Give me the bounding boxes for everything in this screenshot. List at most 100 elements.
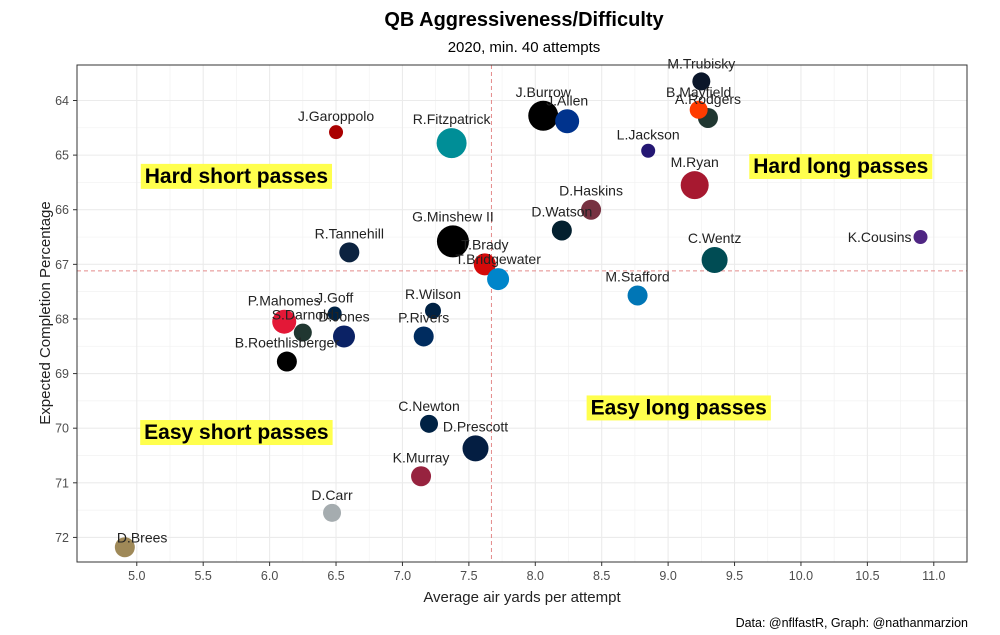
- quadrant-label-text: Hard short passes: [145, 165, 328, 188]
- y-tick-label: 64: [55, 94, 69, 108]
- x-tick-label: 9.5: [726, 569, 743, 583]
- point-label: T.Brady: [461, 236, 508, 252]
- point-label: P.Rivers: [398, 309, 449, 325]
- data-point: [276, 351, 297, 372]
- data-point: [329, 125, 344, 140]
- data-point: [641, 143, 656, 158]
- point-label: R.Fitzpatrick: [413, 111, 492, 127]
- data-point: [323, 503, 342, 522]
- quadrant-label-background: [586, 395, 771, 421]
- data-point: [114, 537, 135, 558]
- point-label: S.Darnold: [272, 307, 334, 323]
- y-axis: 64 65 66 67 68 69 70 71 72: [55, 94, 77, 545]
- point-label: A.Rodgers: [675, 91, 741, 107]
- x-tick-label: 11.0: [922, 569, 945, 583]
- point-label: B.Mayfield: [666, 84, 731, 100]
- plot-panel: [76, 64, 968, 563]
- quadrant-label-text: Easy long passes: [591, 396, 767, 419]
- grid-major: [77, 65, 967, 562]
- point-label: P.Mahomes: [248, 293, 321, 309]
- data-point: [333, 325, 355, 348]
- point-label: K.Cousins: [848, 229, 912, 245]
- data-point: [339, 242, 360, 263]
- y-tick-label: 71: [55, 476, 69, 490]
- y-tick-label: 66: [55, 203, 69, 217]
- point-label: M.Trubisky: [667, 55, 735, 71]
- point-label: C.Newton: [398, 398, 459, 414]
- data-point: [701, 246, 728, 273]
- point-label: L.Jackson: [617, 127, 680, 143]
- reference-lines: [77, 65, 967, 562]
- data-point: [462, 435, 489, 462]
- data-point: [420, 414, 439, 433]
- data-point: [411, 466, 432, 487]
- plot-area: Hard short passes Hard long passes Easy sh…: [76, 55, 968, 563]
- x-tick-label: 5.0: [128, 569, 145, 583]
- point-label: D.Watson: [531, 203, 592, 219]
- data-point: [413, 326, 434, 347]
- point-label: R.Wilson: [405, 286, 461, 302]
- data-point: [555, 109, 580, 134]
- x-tick-label: 8.0: [527, 569, 544, 583]
- x-tick-label: 5.5: [194, 569, 211, 583]
- quadrant-label-text: Hard long passes: [753, 155, 928, 178]
- chart-subtitle: 2020, min. 40 attempts: [448, 39, 601, 56]
- quadrant-label-background: [140, 163, 333, 189]
- point-label: J.Garoppolo: [298, 108, 374, 124]
- data-point: [692, 72, 711, 91]
- quadrant-label: Easy short passes: [140, 420, 333, 446]
- point-label: C.Wentz: [688, 230, 741, 246]
- data-point: [551, 220, 572, 241]
- quadrant-label-background: [140, 420, 333, 446]
- quadrant-label: Hard long passes: [749, 154, 933, 180]
- data-point: [689, 100, 708, 119]
- data-point: [425, 302, 441, 319]
- y-tick-label: 67: [55, 258, 69, 272]
- point-label: R.Tannehill: [315, 225, 384, 241]
- point-label: D.Haskins: [559, 183, 623, 199]
- points-layer: [114, 72, 928, 558]
- y-tick-label: 68: [55, 312, 69, 326]
- data-point: [581, 199, 602, 220]
- point-label: D.Brees: [117, 529, 168, 545]
- x-tick-label: 10.0: [789, 569, 813, 583]
- x-tick-label: 6.5: [327, 569, 344, 583]
- point-label: K.Murray: [393, 449, 450, 465]
- quadrant-label-text: Easy short passes: [144, 421, 328, 444]
- data-point: [528, 100, 559, 131]
- data-point: [487, 268, 510, 291]
- point-label: J.Allen: [546, 92, 588, 108]
- x-tick-label: 7.5: [460, 569, 477, 583]
- data-point: [680, 171, 709, 200]
- x-axis-label: Average air yards per attempt: [423, 589, 621, 606]
- point-label: J.Goff: [316, 290, 353, 306]
- x-tick-label: 9.0: [659, 569, 676, 583]
- y-tick-label: 69: [55, 367, 69, 381]
- point-label: G.Minshew II: [412, 208, 494, 224]
- data-point: [436, 128, 467, 159]
- plot-border: [76, 64, 968, 563]
- point-label: M.Stafford: [605, 268, 669, 284]
- data-point: [627, 285, 648, 306]
- x-tick-label: 10.5: [855, 569, 879, 583]
- x-axis: 5.0 5.5 6.0 6.5 7.0 7.5 8.0 8.5 9.0 9.5 10.0 10.5 11…: [128, 562, 946, 583]
- data-point: [272, 309, 297, 334]
- data-point: [913, 230, 928, 245]
- data-point: [436, 225, 469, 258]
- grid-minor: [77, 65, 967, 562]
- x-tick-label: 7.0: [394, 569, 411, 583]
- point-label: D.Jones: [318, 308, 369, 324]
- chart-caption: Data: @nflfastR, Graph: @nathanmarzion: [736, 616, 968, 630]
- point-label: J.Burrow: [516, 84, 572, 100]
- point-label: T.Bridgewater: [455, 251, 541, 267]
- point-label: D.Prescott: [443, 418, 508, 434]
- x-tick-label: 8.5: [593, 569, 610, 583]
- y-tick-label: 70: [55, 422, 69, 436]
- data-point: [473, 253, 496, 276]
- y-tick-label: 72: [55, 531, 69, 545]
- data-point: [293, 323, 312, 342]
- y-tick-label: 65: [55, 149, 69, 163]
- quadrant-label-background: [749, 154, 933, 180]
